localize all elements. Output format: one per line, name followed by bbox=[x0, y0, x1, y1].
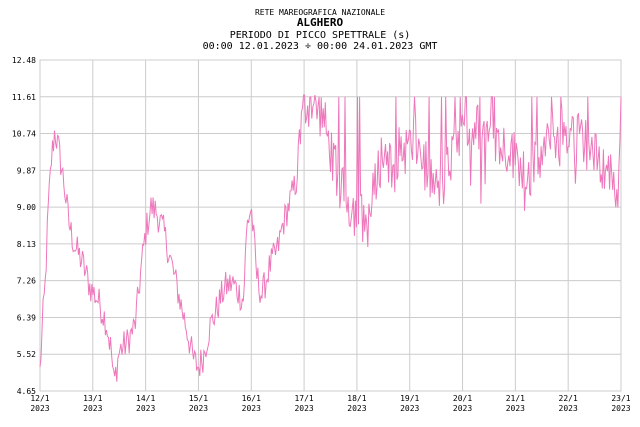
plot-area bbox=[39, 59, 622, 392]
x-tick-year: 2023 bbox=[506, 404, 525, 413]
y-tick-label: 4.65 bbox=[17, 387, 36, 396]
y-tick-label: 8.13 bbox=[17, 240, 36, 249]
x-tick-label: 21/1 bbox=[506, 394, 525, 403]
y-axis: 4.65 5.52 6.39 7.26 8.13 9.00 9.87 10.74 11.61 12… bbox=[12, 56, 36, 396]
x-tick-label: 16/1 bbox=[242, 394, 261, 403]
y-tick-label: 9.00 bbox=[17, 203, 36, 212]
y-tick-label: 10.74 bbox=[12, 130, 36, 139]
period-title: 00:00 12.01.2023 ÷ 00:00 24.01.2023 GMT bbox=[203, 41, 438, 52]
x-tick-year: 2023 bbox=[453, 404, 472, 413]
network-title: RETE MAREOGRAFICA NAZIONALE bbox=[255, 8, 385, 17]
x-tick-year: 2023 bbox=[83, 404, 102, 413]
x-tick-label: 22/1 bbox=[559, 394, 578, 403]
y-tick-label: 9.87 bbox=[17, 166, 36, 175]
x-tick-label: 18/1 bbox=[347, 394, 366, 403]
x-tick-label: 15/1 bbox=[189, 394, 208, 403]
y-tick-label: 12.48 bbox=[12, 56, 36, 65]
x-tick-year: 2023 bbox=[136, 404, 155, 413]
y-tick-label: 11.61 bbox=[12, 93, 36, 102]
x-tick-year: 2023 bbox=[611, 404, 630, 413]
x-tick-label: 14/1 bbox=[136, 394, 155, 403]
x-tick-label: 12/1 bbox=[30, 394, 49, 403]
x-tick-label: 19/1 bbox=[400, 394, 419, 403]
y-tick-label: 6.39 bbox=[17, 313, 36, 322]
series-line bbox=[39, 94, 622, 382]
y-tick-label: 5.52 bbox=[17, 350, 36, 359]
x-tick-year: 2023 bbox=[294, 404, 313, 413]
x-tick-label: 23/1 bbox=[611, 394, 630, 403]
x-tick-year: 2023 bbox=[242, 404, 261, 413]
series-group bbox=[39, 94, 622, 382]
x-tick-label: 17/1 bbox=[294, 394, 313, 403]
x-tick-label: 20/1 bbox=[453, 394, 472, 403]
parameter-title: PERIODO DI PICCO SPETTRALE (s) bbox=[230, 30, 411, 41]
x-tick-year: 2023 bbox=[347, 404, 366, 413]
x-tick-year: 2023 bbox=[559, 404, 578, 413]
grid bbox=[39, 59, 622, 392]
station-title: ALGHERO bbox=[297, 16, 344, 29]
x-tick-year: 2023 bbox=[30, 404, 49, 413]
x-tick-year: 2023 bbox=[189, 404, 208, 413]
x-axis: 12/1202313/1202314/1202315/1202316/12023… bbox=[30, 394, 630, 413]
x-tick-label: 13/1 bbox=[83, 394, 102, 403]
x-tick-year: 2023 bbox=[400, 404, 419, 413]
y-tick-label: 7.26 bbox=[17, 277, 36, 286]
